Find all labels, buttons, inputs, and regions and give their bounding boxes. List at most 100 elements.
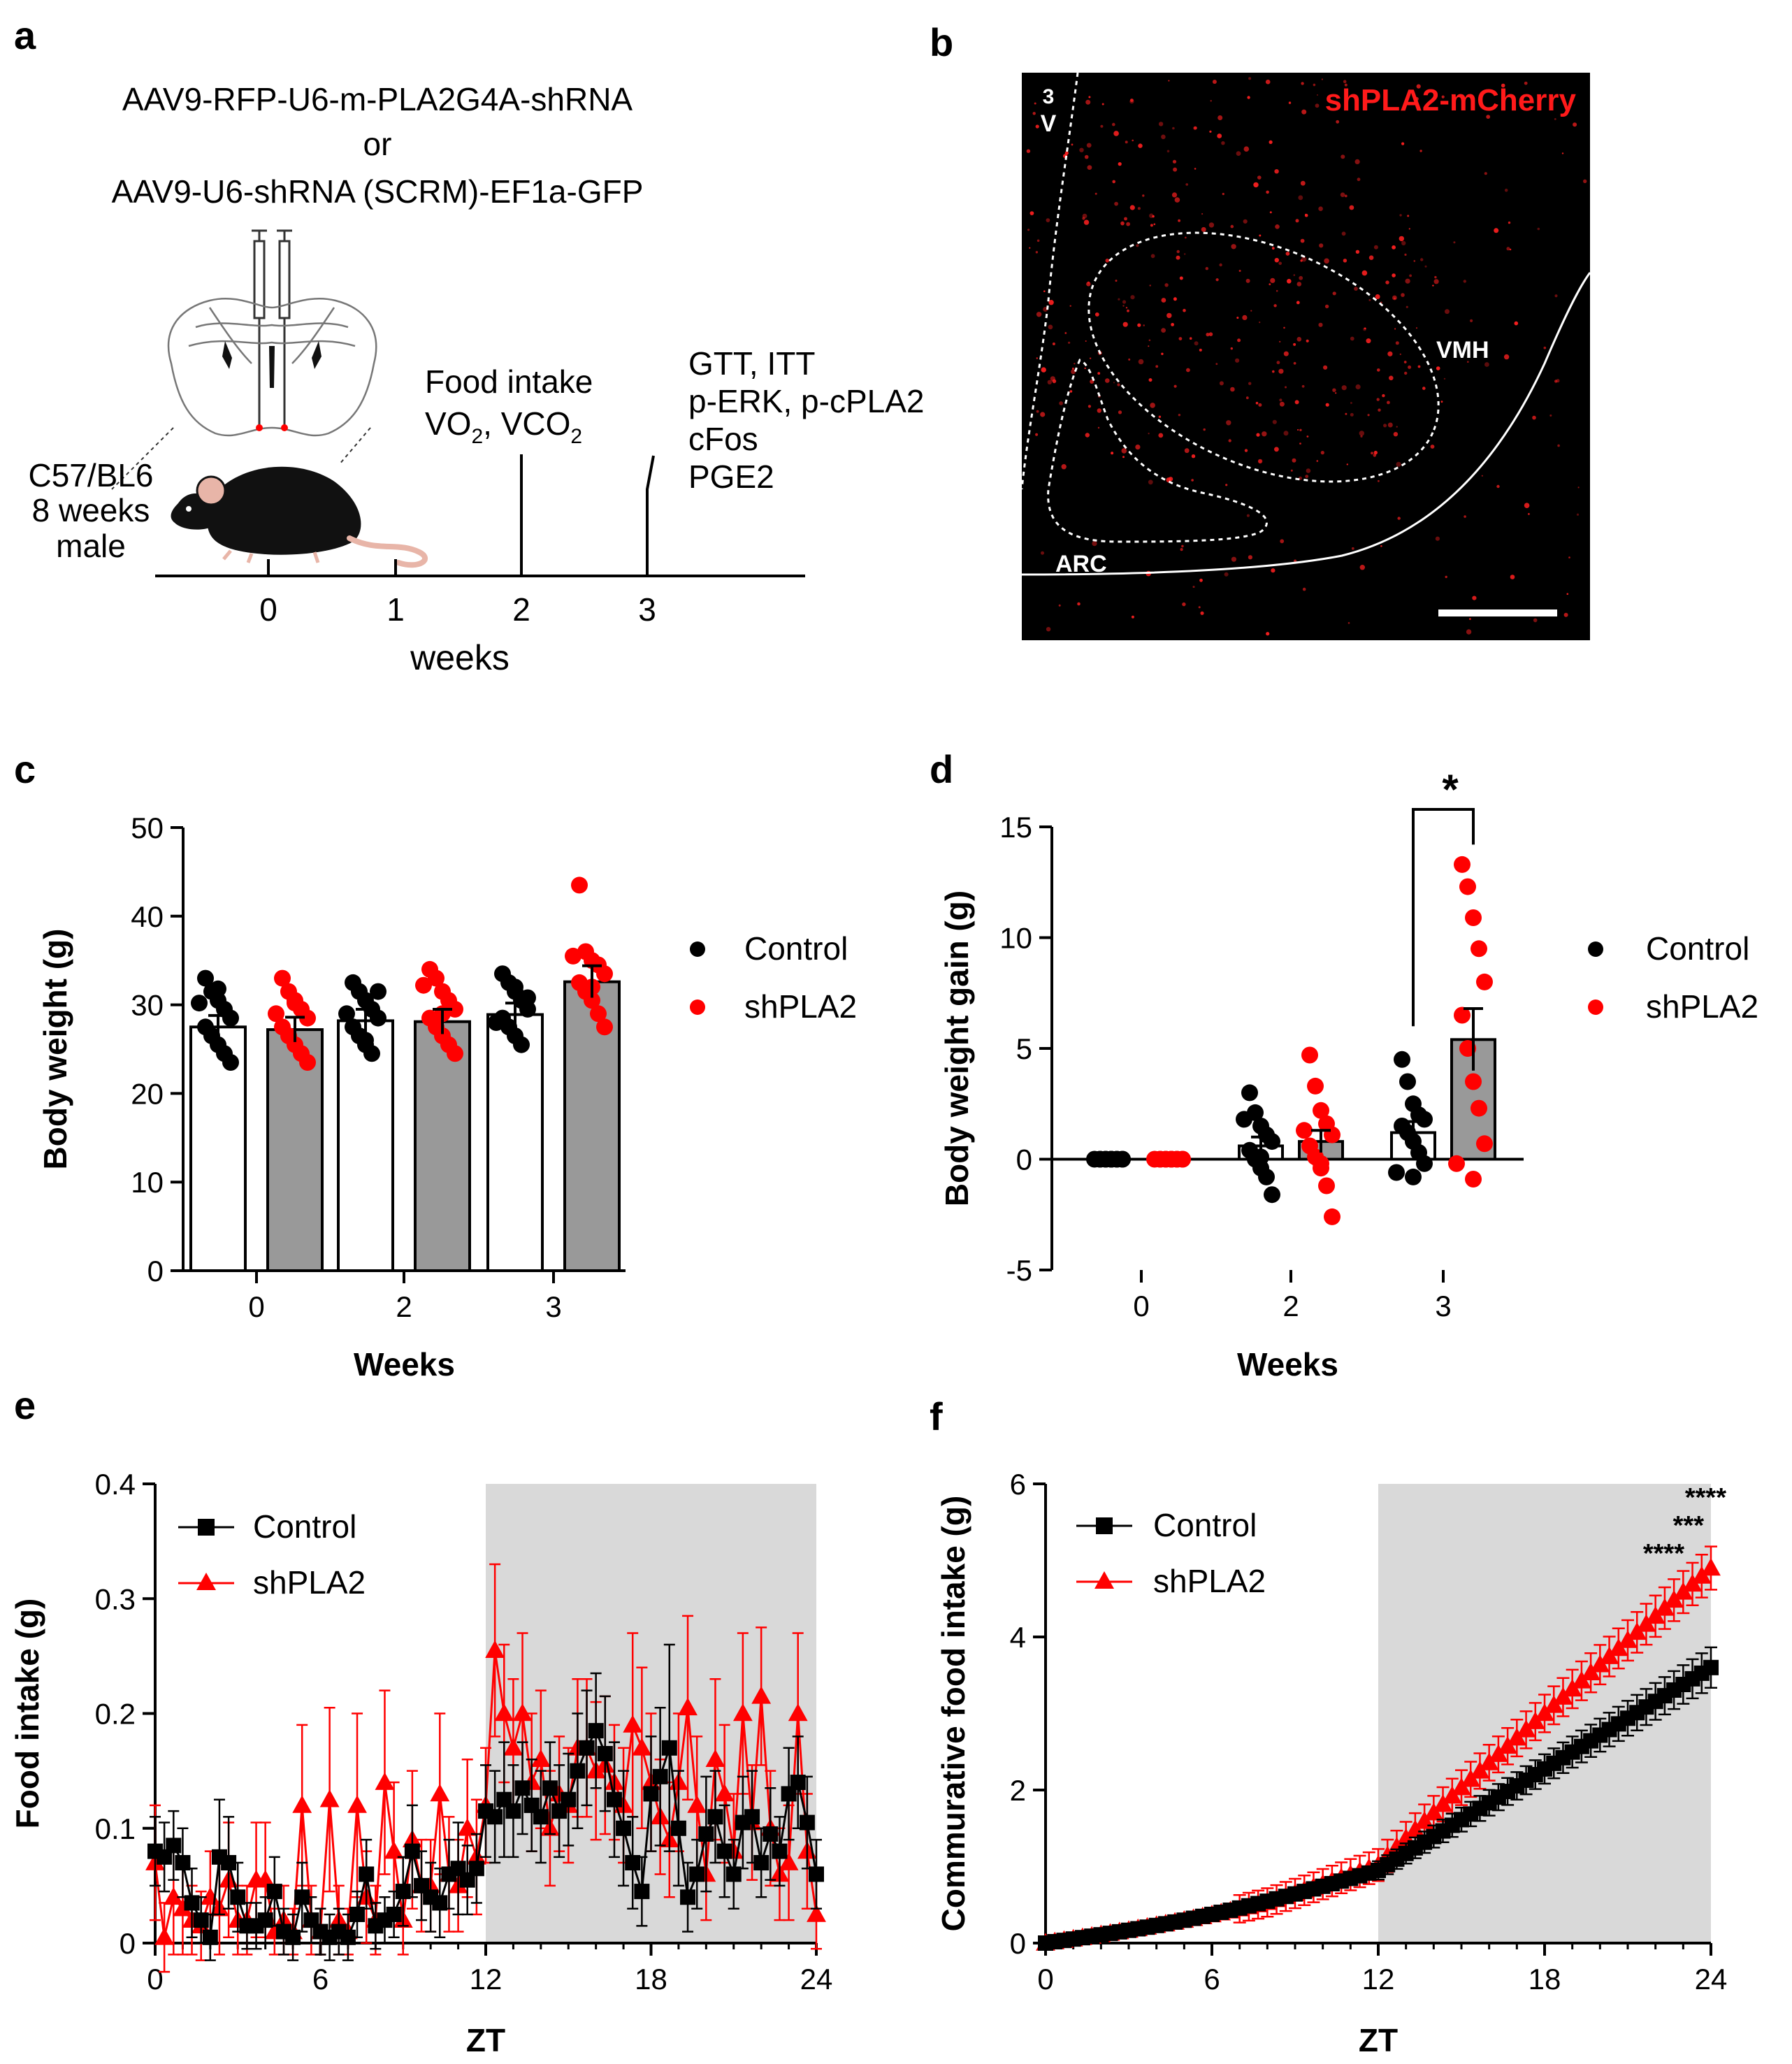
- data-point: [255, 1870, 275, 1888]
- signal-dot: [1318, 206, 1323, 212]
- signal-dot: [1035, 251, 1039, 254]
- signal-dot: [1158, 122, 1164, 127]
- signal-dot: [1041, 367, 1046, 373]
- signal-dot: [1354, 159, 1360, 164]
- signal-dot: [1464, 515, 1466, 518]
- data-point: [1405, 1168, 1422, 1185]
- x-tick-label: 18: [1529, 1963, 1561, 1996]
- signal-dot: [1463, 280, 1466, 283]
- signal-dot: [1380, 545, 1382, 547]
- y-tick-label: 0: [120, 1927, 136, 1960]
- signal-dot: [1155, 365, 1159, 368]
- significance-bracket: [1412, 808, 1475, 1027]
- signal-dot: [1313, 83, 1316, 87]
- x-tick-label: 3: [1435, 1290, 1451, 1322]
- signal-dot: [1166, 312, 1172, 319]
- legend-d-shpla2: shPLA2: [1646, 988, 1758, 1025]
- signal-dot: [1436, 366, 1440, 370]
- signal-dot: [1359, 431, 1365, 436]
- virus-line-2: AAV9-U6-shRNA (SCRM)-EF1a-GFP: [112, 173, 644, 210]
- signal-dot: [1533, 618, 1538, 623]
- signal-dot: [1300, 238, 1305, 243]
- x-axis-title: ZT: [1359, 2022, 1398, 2058]
- signal-dot: [1071, 143, 1074, 146]
- signal-dot: [1280, 539, 1285, 544]
- signal-dot: [1306, 339, 1309, 342]
- signal-dot: [1484, 362, 1489, 367]
- data-point: [707, 1809, 723, 1825]
- signal-dot: [1392, 245, 1396, 250]
- panel-e: e 0 6 12 18 24 0 0.1 0.2 0.3 0.4 Food intake (g) ZT…: [9, 1383, 832, 2058]
- data-point: [689, 1866, 705, 1882]
- signal-dot: [1360, 435, 1363, 438]
- signal-dot: [1048, 300, 1054, 305]
- signal-dot: [1248, 382, 1252, 385]
- signal-dot: [1128, 358, 1131, 361]
- signal-dot: [1265, 79, 1271, 85]
- signal-dot: [1149, 213, 1154, 219]
- signal-dot: [1354, 287, 1358, 291]
- legend-d-control: Control: [1646, 930, 1749, 967]
- signal-dot: [1183, 308, 1186, 312]
- signal-dot: [1061, 464, 1067, 470]
- signal-dot: [1396, 461, 1401, 467]
- data-point: [184, 1895, 200, 1911]
- signal-dot: [1347, 622, 1350, 624]
- signal-dot: [1301, 82, 1304, 85]
- signal-dot: [1113, 131, 1119, 136]
- data-point: [571, 876, 588, 894]
- signal-dot: [1235, 358, 1240, 363]
- signal-dot: [1212, 80, 1217, 84]
- signal-dot: [1416, 84, 1421, 89]
- signal-dot: [1148, 479, 1153, 485]
- data-point: [386, 1906, 402, 1922]
- signal-dot: [1441, 95, 1445, 99]
- data-point: [222, 1009, 239, 1027]
- signal-dot: [1301, 384, 1305, 388]
- signal-dot: [1345, 412, 1347, 415]
- signal-dot: [1566, 593, 1569, 596]
- data-point: [670, 1820, 686, 1836]
- signal-dot: [1040, 412, 1046, 417]
- data-point: [542, 1780, 558, 1796]
- signal-dot: [1257, 459, 1263, 464]
- data-point: [1459, 878, 1476, 895]
- scale-bar: [1438, 609, 1557, 616]
- signal-dot: [1248, 555, 1252, 560]
- signal-dot: [1470, 319, 1473, 322]
- signal-dot: [1199, 578, 1203, 582]
- timeline-label: weeks: [410, 638, 510, 677]
- signal-dot: [1100, 124, 1104, 128]
- data-point: [1454, 1006, 1471, 1024]
- signal-dot: [1194, 341, 1199, 346]
- data-point: [725, 1866, 742, 1882]
- signal-dot: [1117, 383, 1120, 387]
- signal-dot: [1194, 168, 1197, 170]
- signal-dot: [1377, 368, 1380, 372]
- signal-dot: [1087, 165, 1092, 171]
- signal-dot: [1408, 365, 1412, 369]
- signal-dot: [1417, 365, 1421, 368]
- data-point: [1313, 1155, 1329, 1172]
- signal-dot: [1274, 169, 1279, 174]
- data-point: [494, 1703, 514, 1722]
- brain-mid-ventricle-icon: [269, 346, 275, 388]
- x-tick-label: 24: [800, 1963, 833, 1996]
- legend-f-control-marker: [1096, 1517, 1113, 1534]
- signal-dot: [1278, 261, 1282, 266]
- legend-f-shpla2: shPLA2: [1153, 1563, 1266, 1599]
- signal-dot: [1036, 239, 1040, 243]
- signal-dot: [1215, 278, 1219, 282]
- signal-dot: [1349, 205, 1354, 210]
- injection-site-left-icon: [256, 424, 263, 431]
- data-point: [294, 1889, 310, 1905]
- signal-dot: [1085, 340, 1087, 342]
- legend-d-shpla2-marker: [1588, 999, 1603, 1015]
- signal-dot: [1126, 222, 1130, 226]
- data-point: [428, 969, 445, 987]
- signal-dot: [1083, 219, 1090, 225]
- signal-dot: [1230, 387, 1235, 392]
- signal-dot: [1143, 324, 1145, 326]
- y-tick-label: 0: [147, 1255, 164, 1287]
- signal-dot: [1132, 139, 1134, 142]
